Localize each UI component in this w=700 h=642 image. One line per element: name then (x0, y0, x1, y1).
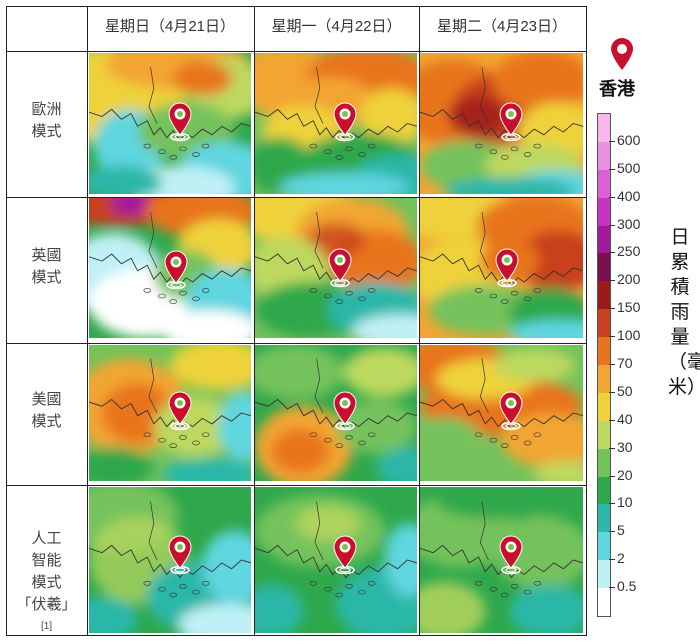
hong-kong-marker-icon (494, 248, 520, 288)
colorbar-tick-label: 10 (617, 494, 633, 511)
colorbar-tick (609, 280, 615, 282)
hong-kong-marker-icon (163, 250, 189, 290)
colorbar-tick-label: 400 (617, 187, 641, 204)
map-ncep-sun (89, 345, 251, 481)
map-ecmwf-tue (420, 53, 583, 194)
colorbar-segment (598, 392, 610, 422)
colorbar-segment (598, 560, 610, 589)
colorbar-segment (598, 337, 610, 366)
column-header-sunday: 星期日（4月21日） (104, 17, 236, 35)
hong-kong-marker-icon (327, 248, 353, 288)
colorbar-segment (598, 114, 610, 143)
colorbar-tick-label: 300 (617, 215, 641, 232)
colorbar-segment (598, 141, 610, 171)
colorbar-tick-label: 5 (617, 522, 625, 539)
map-ecmwf-mon (255, 53, 417, 194)
hong-kong-marker-icon (498, 102, 524, 142)
colorbar-segment (598, 448, 610, 478)
legend-location-label: 香港 (599, 79, 635, 99)
row-label-fuxi: 人工 智能 模式 「伏羲」 [1] (16, 530, 77, 632)
colorbar-tick-label: 600 (617, 131, 641, 148)
colorbar-segment (598, 309, 610, 338)
colorbar-tick-label: 40 (617, 410, 633, 427)
colorbar-segment (598, 365, 610, 394)
colorbar-tick (609, 587, 615, 589)
colorbar-segment (598, 225, 610, 254)
colorbar-segment (598, 169, 610, 199)
column-header-monday: 星期一（4月22日） (271, 17, 402, 35)
colorbar-segment (598, 420, 610, 450)
column-header-tuesday: 星期二（4月23日） (436, 17, 568, 35)
map-ecmwf-sun (89, 53, 251, 194)
colorbar-segment (598, 588, 610, 617)
colorbar-tick (609, 252, 615, 254)
colorbar-segment (598, 476, 610, 505)
colorbar-tick-label: 50 (617, 382, 633, 399)
colorbar-tick (609, 559, 615, 561)
map-fuxi-mon (255, 487, 417, 633)
colorbar-segment (598, 281, 610, 310)
colorbar-segment (598, 504, 610, 533)
colorbar-tick-label: 0.5 (617, 578, 637, 595)
colorbar-tick-label: 2 (617, 550, 625, 567)
colorbar-tick (609, 447, 615, 449)
hong-kong-marker-icon (332, 535, 358, 575)
colorbar-tick-label: 30 (617, 438, 633, 455)
colorbar-tick-label: 70 (617, 355, 633, 371)
colorbar-tick (609, 168, 615, 170)
colorbar-tick-label: 250 (617, 243, 641, 260)
hong-kong-marker-icon (332, 391, 358, 431)
location-pin-icon (610, 37, 634, 76)
colorbar-tick (609, 308, 615, 310)
map-ukmo-sun (89, 198, 251, 338)
map-fuxi-sun (89, 487, 251, 633)
colorbar-segment (598, 197, 610, 227)
colorbar-tick (609, 196, 615, 198)
hong-kong-marker-icon (498, 391, 524, 431)
map-ncep-mon (255, 345, 417, 481)
colorbar-tick (609, 336, 615, 338)
colorbar-tick-label: 500 (617, 159, 641, 176)
colorbar-tick (609, 391, 615, 393)
colorbar-tick (609, 224, 615, 226)
hong-kong-marker-icon (167, 535, 193, 575)
colorbar-tick (609, 419, 615, 421)
colorbar-tick-label: 150 (617, 299, 641, 316)
colorbar-tick (609, 140, 615, 142)
colorbar-tick-label: 20 (617, 466, 633, 483)
hong-kong-marker-icon (498, 535, 524, 575)
hong-kong-marker-icon (332, 102, 358, 142)
row-label-ecmwf: 歐洲 模式 (31, 101, 62, 140)
colorbar-tick-label: 200 (617, 271, 641, 288)
colorbar-tick (609, 475, 615, 477)
hong-kong-marker-icon (167, 102, 193, 142)
colorbar-tick-label: 100 (617, 327, 641, 344)
row-label-ukmo: 英國 模式 (31, 247, 62, 286)
legend-unit-label: 日累積雨量（毫米） (668, 227, 700, 398)
footnote-ref: [1] (40, 621, 53, 632)
colorbar-tick (609, 364, 615, 365)
rainfall-colorbar (597, 113, 611, 617)
hong-kong-marker-icon (167, 391, 193, 431)
row-label-ncep: 美國 模式 (31, 391, 62, 430)
colorbar-segment (598, 253, 610, 282)
colorbar-segment (598, 532, 610, 561)
colorbar-tick (609, 531, 615, 533)
colorbar-tick (609, 503, 615, 505)
